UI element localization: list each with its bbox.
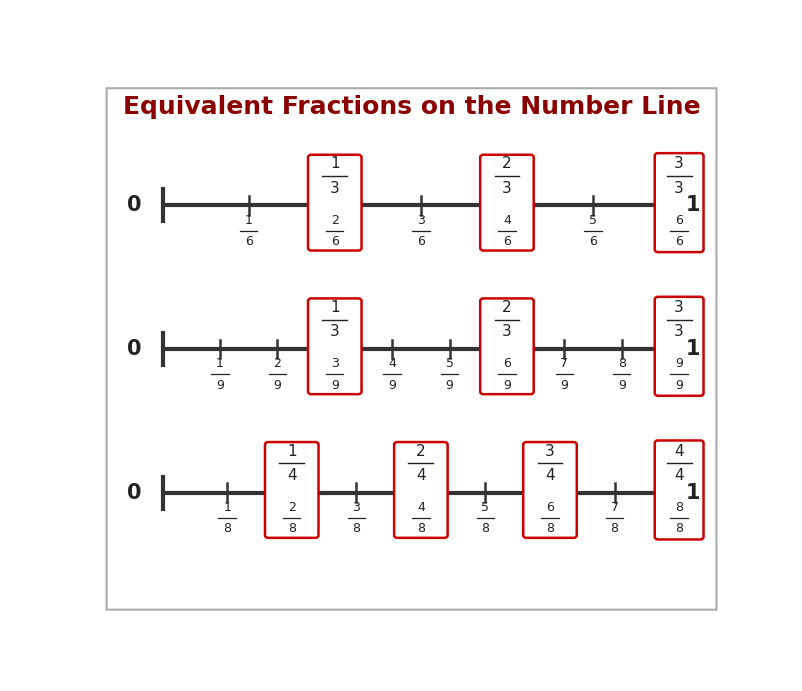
Text: 9: 9 bbox=[216, 379, 224, 392]
Text: 8: 8 bbox=[223, 522, 231, 536]
Text: 1: 1 bbox=[685, 482, 699, 502]
Text: 8: 8 bbox=[674, 501, 683, 514]
Text: 2: 2 bbox=[501, 156, 511, 171]
Text: 0: 0 bbox=[128, 196, 142, 216]
Text: 1: 1 bbox=[216, 357, 224, 370]
Text: 9: 9 bbox=[330, 379, 338, 392]
Text: 9: 9 bbox=[502, 379, 510, 392]
Text: 6: 6 bbox=[502, 235, 510, 248]
Text: 2: 2 bbox=[287, 501, 295, 514]
FancyBboxPatch shape bbox=[654, 440, 703, 540]
FancyBboxPatch shape bbox=[654, 153, 703, 252]
Text: 1: 1 bbox=[245, 214, 253, 227]
Text: 1: 1 bbox=[685, 196, 699, 216]
Text: 4: 4 bbox=[545, 468, 554, 483]
Text: 4: 4 bbox=[387, 357, 395, 370]
Text: 1: 1 bbox=[330, 156, 339, 171]
Text: 9: 9 bbox=[674, 379, 683, 392]
Text: 8: 8 bbox=[416, 522, 424, 536]
FancyBboxPatch shape bbox=[523, 442, 576, 538]
Text: 3: 3 bbox=[501, 181, 511, 196]
FancyBboxPatch shape bbox=[480, 299, 533, 394]
Text: 2: 2 bbox=[501, 300, 511, 315]
Text: 7: 7 bbox=[560, 357, 568, 370]
Text: 2: 2 bbox=[330, 214, 338, 227]
Text: 2: 2 bbox=[273, 357, 281, 370]
Text: 3: 3 bbox=[674, 156, 683, 171]
Text: 1: 1 bbox=[286, 444, 296, 459]
Text: 4: 4 bbox=[502, 214, 510, 227]
Text: 8: 8 bbox=[287, 522, 295, 536]
Text: 8: 8 bbox=[617, 357, 625, 370]
Text: 3: 3 bbox=[501, 325, 511, 339]
Text: 9: 9 bbox=[445, 379, 453, 392]
Text: 9: 9 bbox=[273, 379, 281, 392]
Text: 3: 3 bbox=[674, 181, 683, 196]
FancyBboxPatch shape bbox=[308, 155, 361, 251]
Text: 7: 7 bbox=[610, 501, 618, 514]
FancyBboxPatch shape bbox=[394, 442, 447, 538]
Text: 8: 8 bbox=[674, 522, 683, 536]
Text: 5: 5 bbox=[445, 357, 453, 370]
Text: 9: 9 bbox=[674, 357, 683, 370]
Text: 5: 5 bbox=[589, 214, 597, 227]
Text: 9: 9 bbox=[387, 379, 395, 392]
Text: 4: 4 bbox=[674, 468, 683, 483]
Text: 3: 3 bbox=[674, 300, 683, 315]
Text: 9: 9 bbox=[560, 379, 568, 392]
Text: 6: 6 bbox=[674, 235, 683, 248]
Text: 1: 1 bbox=[330, 300, 339, 315]
Text: 8: 8 bbox=[352, 522, 360, 536]
Text: 3: 3 bbox=[330, 181, 339, 196]
Text: 4: 4 bbox=[415, 468, 425, 483]
FancyBboxPatch shape bbox=[308, 299, 361, 394]
Text: 8: 8 bbox=[545, 522, 553, 536]
Text: 3: 3 bbox=[545, 444, 554, 459]
Text: 3: 3 bbox=[330, 325, 339, 339]
Text: 6: 6 bbox=[545, 501, 553, 514]
Text: 1: 1 bbox=[685, 339, 699, 359]
Text: 8: 8 bbox=[481, 522, 489, 536]
Text: 3: 3 bbox=[674, 325, 683, 339]
Text: 6: 6 bbox=[674, 214, 683, 227]
Text: 8: 8 bbox=[610, 522, 618, 536]
Text: 4: 4 bbox=[286, 468, 296, 483]
Text: 6: 6 bbox=[502, 357, 510, 370]
Text: 4: 4 bbox=[674, 444, 683, 459]
Text: 3: 3 bbox=[330, 357, 338, 370]
Text: 6: 6 bbox=[245, 235, 253, 248]
Text: Equivalent Fractions on the Number Line: Equivalent Fractions on the Number Line bbox=[123, 95, 699, 119]
Text: 6: 6 bbox=[330, 235, 338, 248]
FancyBboxPatch shape bbox=[265, 442, 318, 538]
FancyBboxPatch shape bbox=[480, 155, 533, 251]
Text: 0: 0 bbox=[128, 339, 142, 359]
Text: 1: 1 bbox=[223, 501, 231, 514]
Text: 2: 2 bbox=[415, 444, 425, 459]
Text: 5: 5 bbox=[481, 501, 489, 514]
Text: 9: 9 bbox=[617, 379, 625, 392]
Text: 3: 3 bbox=[352, 501, 360, 514]
Text: 6: 6 bbox=[416, 235, 424, 248]
Text: 0: 0 bbox=[128, 482, 142, 502]
Text: 3: 3 bbox=[416, 214, 424, 227]
FancyBboxPatch shape bbox=[654, 297, 703, 396]
Text: 4: 4 bbox=[416, 501, 424, 514]
Text: 6: 6 bbox=[589, 235, 596, 248]
